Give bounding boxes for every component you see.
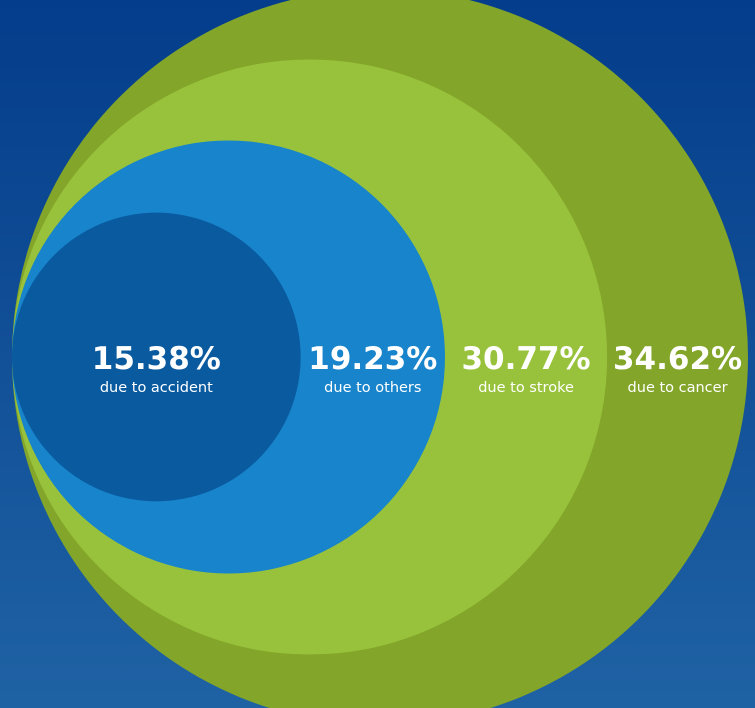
category-label: due to cancer	[628, 380, 728, 396]
value-label: 19.23%	[308, 341, 437, 377]
circle	[12, 212, 301, 502]
labels: 15.38% due to accident 19.23% due to others…	[92, 341, 742, 396]
value-label: 15.38%	[92, 341, 221, 377]
value-label: 34.62%	[613, 341, 742, 377]
category-label: due to stroke	[478, 380, 574, 396]
category-label: due to others	[324, 380, 421, 396]
category-label: due to accident	[100, 380, 213, 396]
circles	[12, 0, 748, 708]
value-label: 30.77%	[461, 341, 590, 377]
